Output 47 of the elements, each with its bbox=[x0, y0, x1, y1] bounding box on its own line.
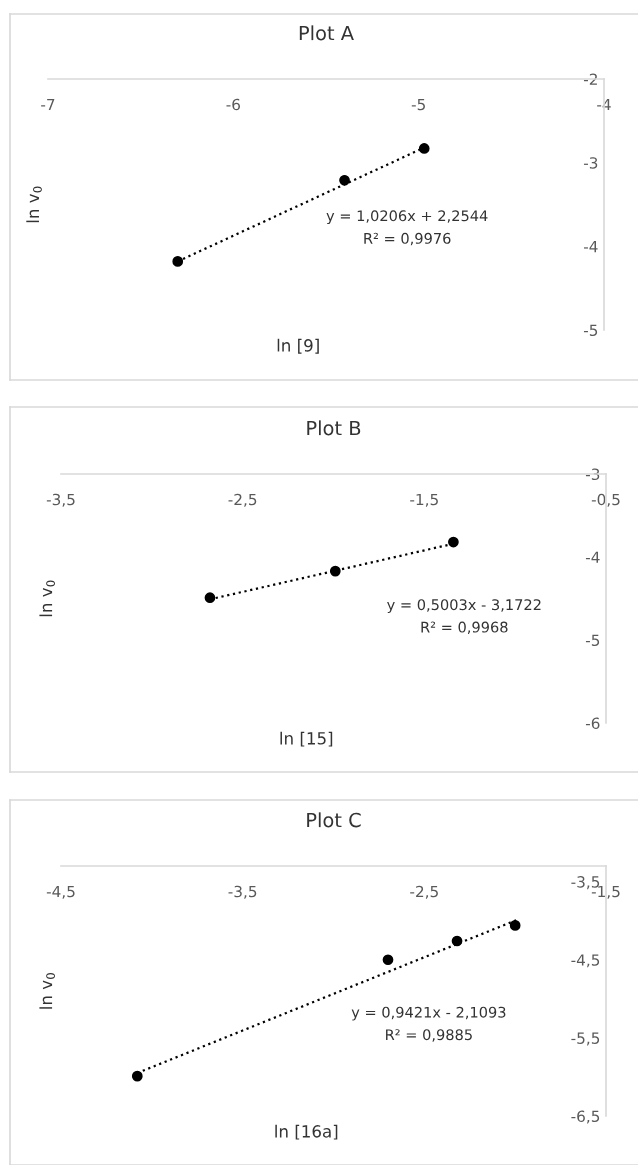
point bbox=[131, 1070, 143, 1082]
point bbox=[509, 920, 521, 931]
y-tick-label: -5 bbox=[583, 324, 598, 337]
y-tick-label: -5 bbox=[585, 634, 600, 647]
x-tick-label: -7 bbox=[41, 98, 55, 111]
x-axis-title: ln [15] bbox=[280, 731, 333, 747]
annotation: R² = 0,9976 bbox=[364, 232, 451, 246]
y-tick-label: -4,5 bbox=[571, 954, 600, 968]
y-tick-label: -3 bbox=[585, 468, 600, 481]
annotation: R² = 0,9885 bbox=[386, 1029, 472, 1042]
x-tick-label: -4,5 bbox=[46, 885, 75, 899]
x-tick-label: -5 bbox=[411, 98, 425, 111]
x-tick-label: -4 bbox=[597, 98, 611, 111]
y-tick-label: -4 bbox=[583, 241, 598, 253]
point bbox=[448, 536, 459, 548]
chart-title: Plot A bbox=[299, 25, 354, 41]
annotation: y = 1,0206x + 2,2544 bbox=[326, 210, 488, 225]
y-tick-label: -4 bbox=[585, 551, 600, 563]
point bbox=[329, 565, 341, 577]
chart-title: Plot C bbox=[307, 812, 361, 828]
x-tick-label: -3,5 bbox=[228, 885, 257, 899]
point bbox=[382, 954, 394, 966]
annotation: R² = 0,9968 bbox=[421, 621, 508, 635]
y-axis-title: ln v$_{0}$ bbox=[39, 580, 55, 617]
point bbox=[172, 256, 184, 267]
y-tick-label: -3 bbox=[583, 157, 598, 169]
point bbox=[204, 592, 216, 604]
x-tick-label: -1,5 bbox=[410, 493, 438, 507]
y-tick-label: -2 bbox=[583, 73, 597, 85]
y-tick-label: -6,5 bbox=[571, 1110, 600, 1124]
y-axis-title: ln v$_{0}$ bbox=[26, 186, 42, 223]
x-axis-title: ln [9] bbox=[277, 338, 319, 354]
y-axis-title: ln v$_{0}$ bbox=[39, 973, 55, 1009]
x-tick-label: -2,5 bbox=[410, 885, 438, 899]
point bbox=[339, 174, 350, 186]
annotation: y = 0,9421x - 2,1093 bbox=[351, 1006, 506, 1021]
x-axis-title: ln [16a] bbox=[275, 1124, 338, 1140]
y-tick-label: -6 bbox=[585, 717, 600, 730]
point bbox=[451, 935, 463, 947]
x-tick-label: -6 bbox=[226, 98, 240, 111]
point bbox=[418, 143, 430, 154]
x-tick-label: -3,5 bbox=[46, 493, 75, 507]
y-tick-label: -5,5 bbox=[571, 1032, 600, 1046]
x-tick-label: -0,5 bbox=[591, 493, 620, 507]
x-tick-label: -2,5 bbox=[228, 493, 257, 507]
annotation: y = 0,5003x - 3,1722 bbox=[387, 599, 541, 614]
chart-title: Plot B bbox=[307, 420, 361, 436]
